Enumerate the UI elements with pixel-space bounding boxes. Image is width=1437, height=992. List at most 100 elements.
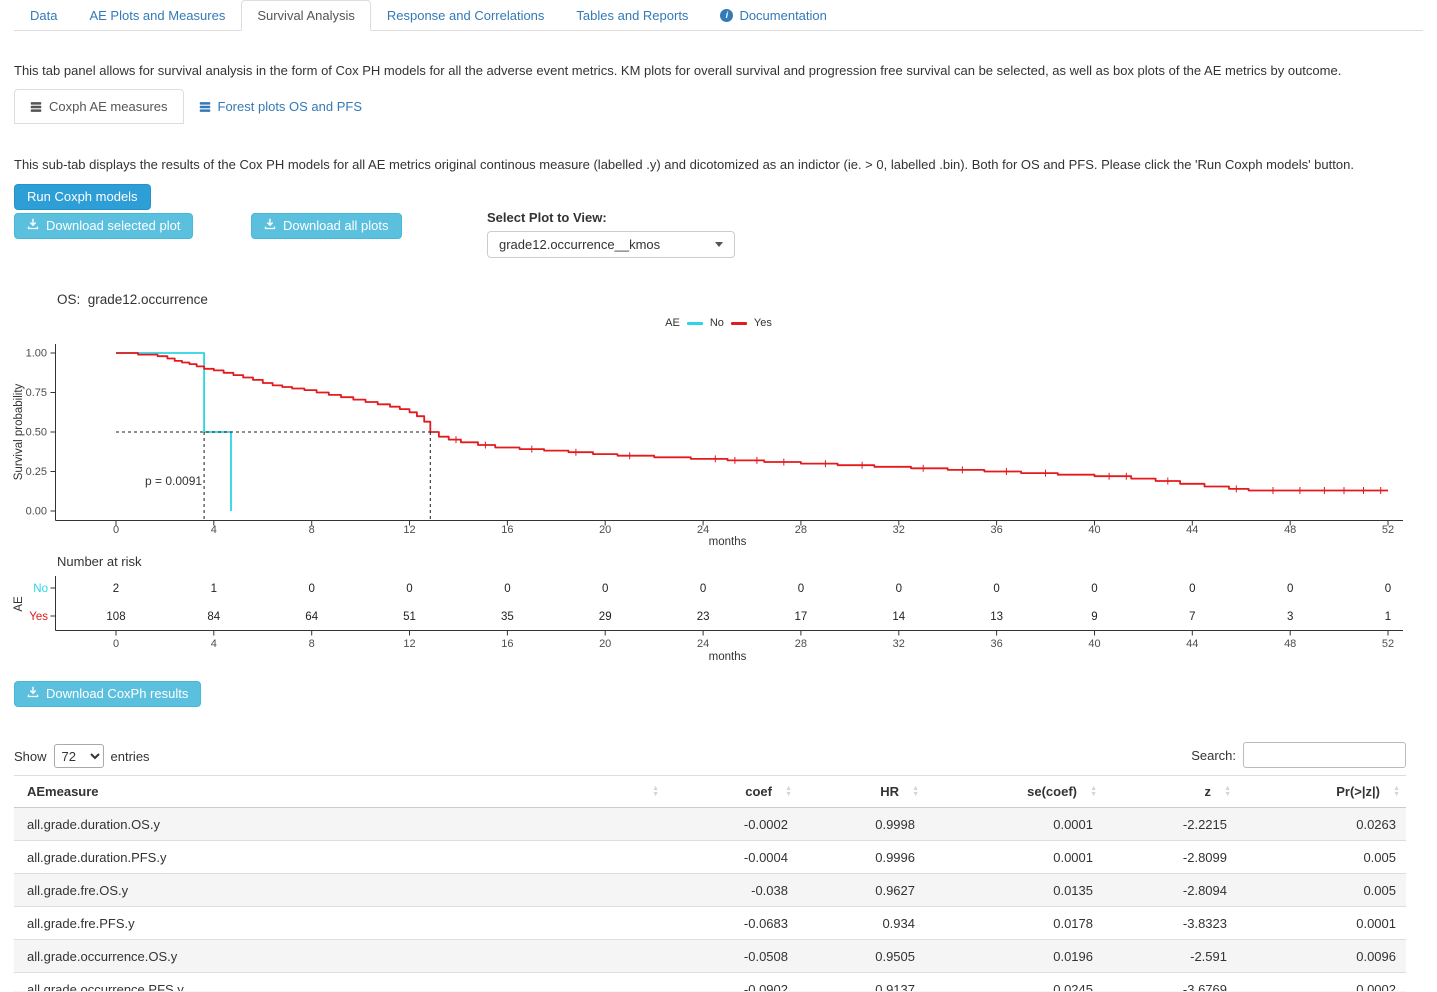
km-legend: AE No Yes (0, 317, 1437, 329)
x-axis-label: months (709, 536, 747, 548)
censor-mark (1105, 472, 1113, 480)
number-at-risk-title: Number at risk (57, 554, 142, 569)
risk-count: 3 (1287, 611, 1293, 623)
censor-mark (1232, 485, 1240, 493)
download-icon (27, 686, 39, 702)
risk-count: 29 (599, 611, 612, 623)
risk-count: 0 (1385, 583, 1391, 595)
tab-data[interactable]: Data (30, 8, 58, 23)
run-coxph-label: Run Coxph models (27, 189, 138, 204)
column-header-label: HR (880, 784, 899, 799)
censor-mark (1122, 472, 1130, 480)
layers-icon (30, 101, 42, 113)
column-header-aemeasure[interactable]: AEmeasure ▲ ▼ (14, 775, 665, 808)
risk-row-label-yes: Yes (29, 611, 48, 623)
risk-count: 0 (504, 583, 510, 595)
column-header-se-coef[interactable]: se(coef) ▲ ▼ (925, 775, 1103, 808)
subtab-coxph-label: Coxph AE measures (49, 99, 168, 114)
cell-hr: 0.9996 (798, 840, 925, 874)
subtab-coxph-ae-measures[interactable]: Coxph AE measures (14, 89, 184, 124)
risk-count: 0 (700, 583, 706, 595)
column-header-pr-z[interactable]: Pr(>|z|) ▲ ▼ (1237, 775, 1406, 808)
cell-coef: -0.0902 (665, 972, 798, 992)
table-row[interactable]: all.grade.occurrence.PFS.y -0.0902 0.9137 0… (14, 972, 1406, 992)
tab-ae-plots-and-measures[interactable]: AE Plots and Measures (89, 8, 226, 23)
risk-x-tick-label: 52 (1382, 638, 1394, 650)
cell-aemeasure: all.grade.fre.PFS.y (14, 906, 665, 940)
y-tick-label: 1.00 (26, 348, 47, 360)
tab-documentation[interactable]: i Documentation (704, 0, 842, 31)
search-label: Search: (1191, 747, 1236, 763)
km-curve-yes (116, 352, 1388, 492)
x-tick-label: 24 (697, 524, 709, 536)
risk-count: 1 (1385, 611, 1391, 623)
censor-mark (731, 456, 739, 464)
column-header-label: se(coef) (1027, 784, 1077, 799)
cell-pr-z: 0.0001 (1237, 906, 1406, 940)
risk-x-tick-label: 16 (501, 638, 513, 650)
p-value: p = 0.0091 (145, 474, 202, 488)
censor-mark (1340, 487, 1348, 494)
cell-hr: 0.9998 (875, 816, 915, 832)
sort-icons: ▲ ▼ (1224, 784, 1231, 798)
cell-aemeasure: all.grade.duration.OS.y (27, 816, 160, 832)
table-row[interactable]: all.grade.duration.OS.y -0.0002 0.9998 0.00… (14, 807, 1406, 841)
x-tick-label: 48 (1284, 524, 1296, 536)
x-tick-label: 0 (113, 524, 119, 536)
download-results-label: Download CoxPh results (46, 686, 189, 701)
table-row[interactable]: all.grade.fre.OS.y -0.038 0.9627 0.0135 -2.8… (14, 873, 1406, 907)
censor-mark (1269, 487, 1277, 494)
page-length-select[interactable]: 72 (53, 744, 104, 768)
table-row[interactable]: all.grade.fre.PFS.y -0.0683 0.934 0.0178 -3.… (14, 906, 1406, 940)
cell-z: -2.591 (1103, 939, 1237, 973)
column-header-z[interactable]: z ▲ ▼ (1103, 775, 1237, 808)
column-header-coef[interactable]: coef ▲ ▼ (665, 775, 798, 808)
censor-mark (821, 460, 829, 468)
risk-count: 0 (1287, 583, 1293, 595)
cell-hr: 0.9505 (798, 939, 925, 973)
cell-se-coef: 0.0178 (925, 906, 1103, 940)
risk-count: 0 (1189, 583, 1195, 595)
risk-count: 64 (305, 611, 318, 623)
column-header-label: z (1204, 784, 1212, 799)
x-tick-label: 40 (1088, 524, 1100, 536)
censor-mark (626, 452, 634, 460)
cell-pr-z: 0.005 (1237, 873, 1406, 907)
y-tick-label: 0.00 (26, 506, 47, 518)
y-tick-label: 0.25 (26, 466, 47, 478)
download-all-plots-button[interactable]: Download all plots (251, 213, 402, 239)
search-input[interactable] (1243, 742, 1406, 768)
entries-label: entries (110, 748, 150, 764)
plot-select-dropdown[interactable]: grade12.occurrence__kmos (487, 231, 735, 258)
cell-coef: -0.0002 (743, 816, 788, 832)
censor-mark (1002, 468, 1010, 475)
column-header-hr[interactable]: HR ▲ ▼ (798, 775, 925, 808)
risk-count: 0 (308, 583, 314, 595)
subtab-forest-plots[interactable]: Forest plots OS and PFS (184, 89, 378, 124)
table-row[interactable]: all.grade.duration.PFS.y -0.0004 0.9996 0.0… (14, 840, 1406, 874)
cell-aemeasure: all.grade.occurrence.PFS.y (14, 972, 665, 992)
risk-x-axis-label: months (709, 651, 747, 663)
tab-response-and-correlations[interactable]: Response and Correlations (386, 8, 545, 23)
run-coxph-models-button[interactable]: Run Coxph models (14, 184, 151, 210)
tab-survival-analysis[interactable]: Survival Analysis (241, 0, 371, 31)
tab-tables-and-reports[interactable]: Tables and Reports (576, 8, 689, 23)
plot-select-value: grade12.occurrence__kmos (499, 237, 661, 252)
risk-x-tick-label: 24 (697, 638, 709, 650)
cell-coef: -0.038 (665, 873, 798, 907)
censor-mark (780, 458, 788, 466)
tab-description: This tab panel allows for survival analy… (14, 63, 1342, 78)
download-selected-plot-button[interactable]: Download selected plot (14, 213, 194, 239)
download-coxph-results-button[interactable]: Download CoxPh results (14, 681, 202, 707)
risk-x-tick-label: 28 (795, 638, 807, 650)
risk-count: 0 (602, 583, 608, 595)
subtab-forest-label: Forest plots OS and PFS (217, 99, 363, 114)
risk-count: 35 (501, 611, 514, 623)
table-row[interactable]: all.grade.occurrence.OS.y -0.0508 0.9505 0.… (14, 939, 1406, 973)
risk-x-tick-label: 44 (1186, 638, 1198, 650)
risk-count: 51 (403, 611, 416, 623)
sub-nav-tabs: Coxph AE measures Forest plots OS and PF… (14, 89, 377, 124)
censor-mark (858, 461, 866, 469)
legend-title: AE (665, 317, 680, 329)
